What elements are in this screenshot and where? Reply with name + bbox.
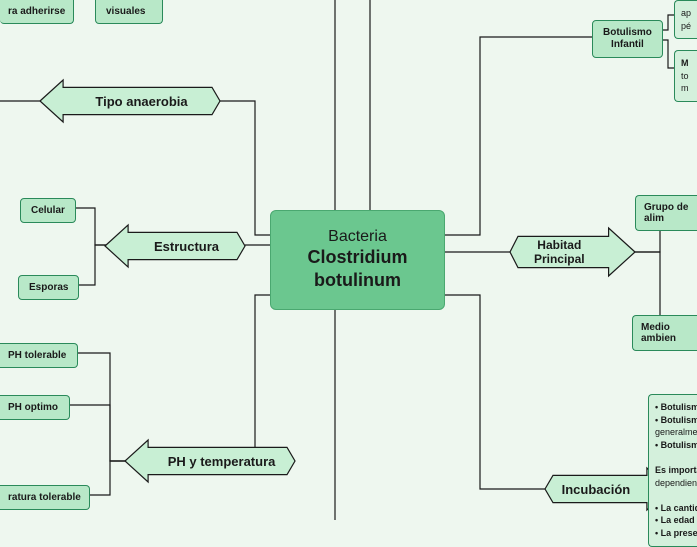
node-medio-ambien: Medio ambien	[632, 315, 697, 351]
node-grupo-alim: Grupo de alim	[635, 195, 697, 231]
arrow-label-tipo-anaerobia: Tipo anaerobia	[67, 80, 216, 122]
textbox-tb1: appé	[674, 0, 697, 39]
textbox-tb2: Mtom	[674, 50, 697, 102]
node-visuales: visuales	[95, 0, 163, 24]
node-ra-adherirse: ra adherirse	[0, 0, 74, 24]
arrow-label-estructura: Estructura	[132, 225, 241, 267]
node-esporas: Esporas	[18, 275, 79, 300]
node-celular: Celular	[20, 198, 76, 223]
center-pretitle: Bacteria	[328, 228, 387, 246]
node-ph-tolerable: PH tolerable	[0, 343, 78, 368]
node-botulismo-infantil: BotulismoInfantil	[592, 20, 663, 58]
center-title: Clostridiumbotulinum	[307, 246, 407, 293]
arrow-label-ph-temp: PH y temperatura	[152, 440, 291, 482]
node-temp-tolerable: ratura tolerable	[0, 485, 90, 510]
center-node: Bacteria Clostridiumbotulinum	[270, 210, 445, 310]
textbox-tb3: • Botulismo• Botulismogeneralme• Botulis…	[648, 394, 697, 547]
arrow-label-incubacion: Incubación	[549, 468, 643, 510]
arrow-label-habitad: HabitadPrincipal	[514, 228, 605, 276]
node-ph-optimo: PH optimo	[0, 395, 70, 420]
